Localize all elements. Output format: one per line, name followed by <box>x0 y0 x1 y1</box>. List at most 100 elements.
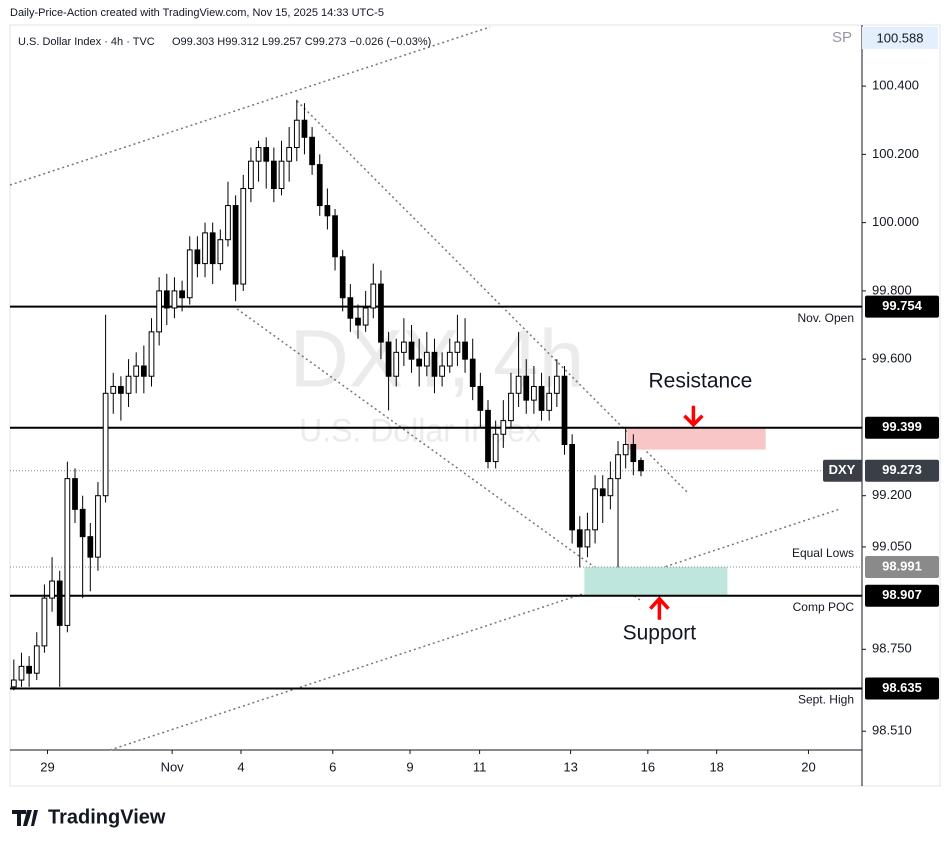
candle-body <box>156 290 163 333</box>
x-tick-label: 20 <box>801 759 815 774</box>
candle-body <box>270 160 277 190</box>
x-tick-label: 11 <box>473 759 487 774</box>
x-tick-label: 18 <box>709 759 723 774</box>
candle-body <box>561 375 568 446</box>
candle-body <box>102 392 109 497</box>
candle-body <box>301 119 308 138</box>
zone-label: Support <box>623 621 697 644</box>
candle-body <box>163 290 170 309</box>
ohlc-line: O99.303 H99.312 L99.257 C99.273 −0.026 (… <box>172 36 431 48</box>
candle-body <box>599 488 606 497</box>
candle-body <box>393 351 400 377</box>
candle-body <box>500 420 507 435</box>
candle-body <box>209 232 216 265</box>
candle-body <box>186 249 193 299</box>
y-tick-label: 100.200 <box>872 146 919 161</box>
x-tick-label: 16 <box>641 759 655 774</box>
trendline <box>232 305 641 601</box>
y-tick-label: 99.200 <box>872 487 912 502</box>
x-tick-label: 13 <box>563 759 577 774</box>
candle-body <box>64 478 71 626</box>
candle-body <box>79 508 86 538</box>
candle-body <box>110 385 117 394</box>
frame <box>9 24 941 787</box>
candle-body <box>462 341 468 360</box>
symbol-line: U.S. Dollar Index · 4h · TVC <box>18 36 155 48</box>
candle-body <box>263 147 270 162</box>
candle-body <box>485 409 491 463</box>
y-tick-label: 98.510 <box>872 723 912 738</box>
candle-body <box>232 205 239 285</box>
level-tag-box <box>823 459 862 482</box>
y-tick-label: 99.050 <box>872 538 912 553</box>
candle-body <box>33 645 40 674</box>
level-tag: DXY <box>829 462 856 477</box>
candle-body <box>87 536 94 558</box>
candle-body <box>615 454 621 480</box>
corner-symbol: SP <box>832 29 852 46</box>
x-tick-label: 4 <box>237 759 244 774</box>
candle-body <box>248 160 254 190</box>
candle-body <box>26 665 32 674</box>
candle-body <box>439 365 445 377</box>
level-price: 98.635 <box>882 680 922 695</box>
candle-body <box>477 385 484 411</box>
candle-body <box>638 460 644 472</box>
level-note: Comp POC <box>793 600 855 614</box>
candle-body <box>370 283 377 309</box>
logo-icon <box>12 810 38 826</box>
level-note: Nov. Open <box>798 311 854 325</box>
level-price-box <box>865 295 939 318</box>
candle-body <box>416 358 423 367</box>
candle-body <box>569 444 576 531</box>
candle-body <box>576 529 583 548</box>
candle-body <box>125 375 132 394</box>
level-price-box <box>865 584 939 607</box>
candle-body <box>316 164 323 207</box>
candle-body <box>446 351 453 367</box>
candle-body <box>41 597 48 647</box>
candle-body <box>49 580 55 599</box>
header: Daily-Price-Action created with TradingV… <box>10 7 384 19</box>
y-tick-label: 100.400 <box>872 78 919 93</box>
candle-body <box>423 351 430 367</box>
candle-body <box>179 290 185 299</box>
level-price-box <box>865 459 939 482</box>
candle-body <box>355 317 361 326</box>
candle-body <box>133 365 140 377</box>
candle-body <box>622 444 629 456</box>
candle-body <box>118 385 124 394</box>
candle-body <box>202 232 208 265</box>
candle-body <box>95 495 101 558</box>
y-tick-label: 100.000 <box>872 214 919 229</box>
trendline <box>109 508 841 751</box>
candle-body <box>140 365 147 377</box>
candle-body <box>508 392 514 422</box>
candle-body <box>523 375 530 401</box>
candle-body <box>553 375 560 394</box>
candle-body <box>546 392 553 411</box>
level-price-box <box>865 556 939 579</box>
x-tick-label: 9 <box>406 759 413 774</box>
candle-body <box>362 307 369 326</box>
candle-body <box>72 478 78 510</box>
candle-body <box>225 205 231 241</box>
x-tick-label: Nov <box>161 759 185 774</box>
footer: TradingView <box>48 806 166 828</box>
candle-body <box>339 256 346 299</box>
level-note: Sept. High <box>798 693 854 707</box>
candle-body <box>515 375 522 394</box>
candle-body <box>538 385 545 411</box>
candle-body <box>293 119 300 149</box>
candle-body <box>592 488 598 531</box>
candle-body <box>385 341 392 377</box>
level-price: 98.907 <box>882 587 922 602</box>
corner-price: 100.588 <box>877 30 924 45</box>
candle-body <box>469 358 476 387</box>
candle-body <box>194 249 201 265</box>
candle-body <box>171 290 178 309</box>
candle-body <box>286 147 293 162</box>
level-price: 99.399 <box>882 419 922 434</box>
